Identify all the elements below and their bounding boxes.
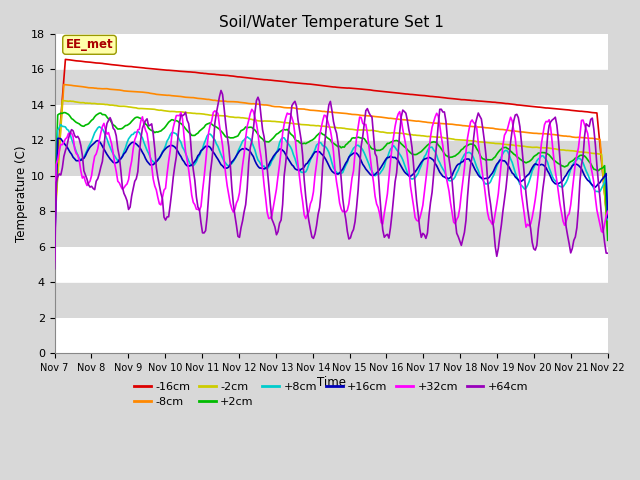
Bar <box>54 105 608 141</box>
Bar <box>54 176 608 211</box>
Bar <box>54 247 608 282</box>
X-axis label: Time: Time <box>317 376 346 389</box>
Legend: -16cm, -8cm, -2cm, +2cm, +8cm, +16cm, +32cm, +64cm: -16cm, -8cm, -2cm, +2cm, +8cm, +16cm, +3… <box>129 377 533 412</box>
Text: EE_met: EE_met <box>66 38 113 51</box>
Y-axis label: Temperature (C): Temperature (C) <box>15 145 28 242</box>
Bar <box>54 318 608 353</box>
Bar <box>54 34 608 70</box>
Title: Soil/Water Temperature Set 1: Soil/Water Temperature Set 1 <box>219 15 444 30</box>
